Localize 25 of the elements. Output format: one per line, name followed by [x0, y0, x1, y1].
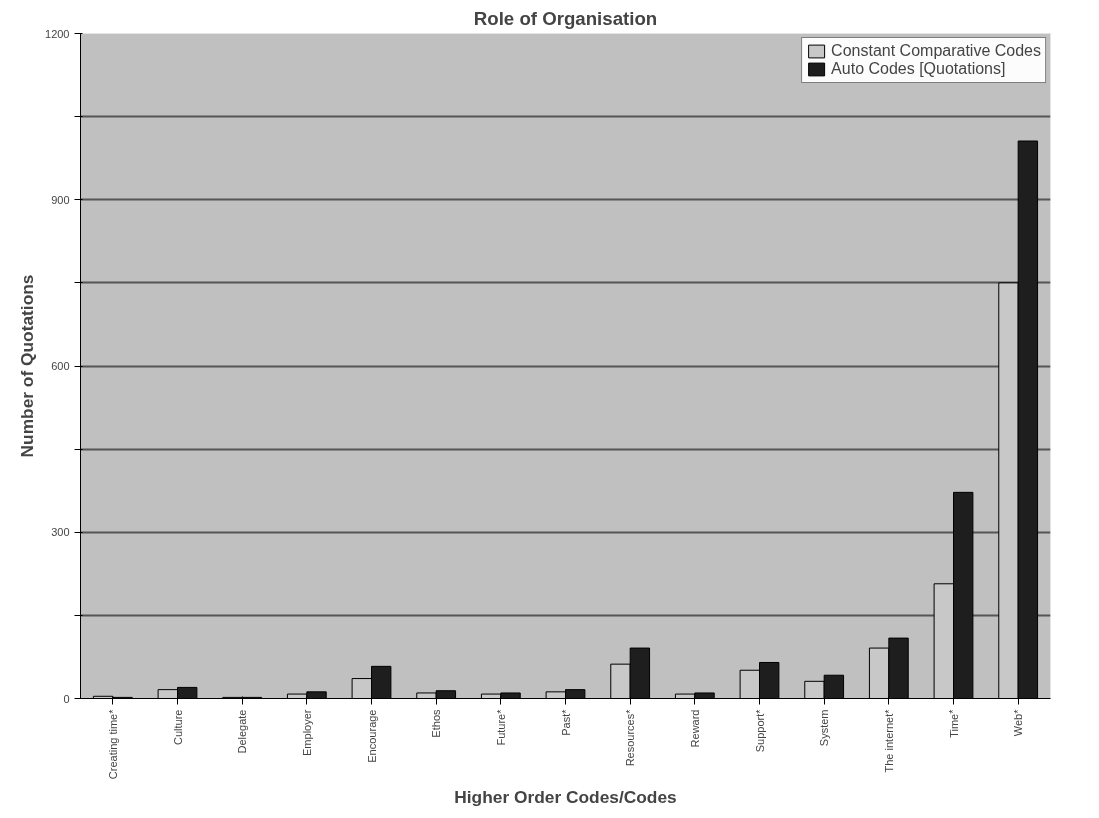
legend-label: Auto Codes [Quotations] — [831, 60, 1006, 78]
x-tick-label: Future* — [494, 708, 507, 746]
x-tick-label: Delegate — [236, 709, 249, 754]
y-tick-label: 1200 — [45, 27, 70, 40]
x-tick-label: The internet* — [882, 708, 895, 773]
x-tick-label: Support* — [753, 708, 766, 753]
x-tick-label: Creating time* — [106, 708, 119, 780]
x-tick-label: Reward — [688, 709, 701, 748]
x-tick-label: Ethos — [430, 709, 443, 738]
chart-title: Role of Organisation — [473, 7, 658, 29]
x-tick-label: Resources* — [624, 708, 637, 767]
y-tick-label: 0 — [63, 692, 70, 705]
x-tick-label: System — [818, 709, 831, 747]
x-tick-label: Web* — [1012, 708, 1025, 737]
y-tick-label: 300 — [51, 526, 70, 539]
x-axis-title: Higher Order Codes/Codes — [454, 787, 677, 808]
x-tick-label: Past* — [559, 708, 572, 736]
x-tick-label: Culture — [171, 709, 184, 745]
x-tick-label: Time* — [947, 708, 960, 738]
y-tick-label: 600 — [51, 360, 70, 372]
x-tick-label: Employer — [300, 709, 313, 756]
y-tick-label: 900 — [51, 193, 70, 206]
y-axis-title: Number of Quotations — [17, 274, 38, 458]
x-tick-label: Encourage — [365, 709, 378, 763]
legend-label: Constant Comparative Codes — [831, 42, 1041, 60]
